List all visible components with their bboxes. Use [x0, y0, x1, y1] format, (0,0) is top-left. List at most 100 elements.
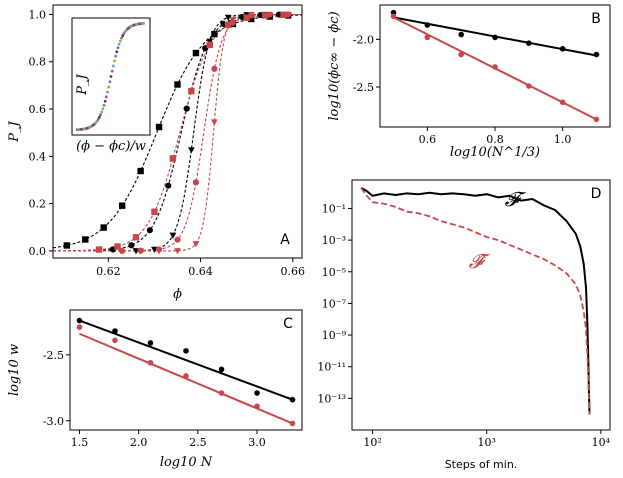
panel-letter-B: B — [591, 11, 601, 27]
point-a-2-3 — [187, 147, 195, 154]
point-B-0-2 — [458, 31, 464, 38]
point-B-1-3 — [492, 64, 498, 70]
inset-y-label: P_J — [75, 73, 90, 95]
inset-point-30 — [110, 69, 114, 73]
point-C-0-0 — [76, 317, 83, 324]
point-C-0-2 — [147, 340, 154, 346]
y-label-a: P_J — [7, 120, 22, 142]
point-C-1-0 — [76, 324, 83, 330]
panel-letter-a: A — [280, 232, 290, 248]
point-a-1-2 — [146, 227, 153, 234]
inset-point-37 — [118, 39, 122, 43]
ytick-label-D-2: 10⁻⁵ — [322, 266, 346, 279]
ytick-label-a-2: 0.4 — [29, 150, 47, 163]
inset-point-31 — [111, 64, 115, 68]
panel-a: 0.62 0.64 0.66 0.0 0.2 0.4 0.6 0.8 1.0 ϕ P_J A (ϕ − … — [7, 4, 306, 302]
ytick-label-C-0: -2.5 — [43, 349, 64, 362]
point-a-4-3 — [174, 236, 181, 243]
point-C-0-1 — [112, 328, 118, 334]
point-B-0-6 — [593, 51, 600, 58]
inset-point-34 — [115, 50, 119, 54]
point-B-1-2 — [458, 51, 464, 58]
point-a-3-5 — [188, 87, 195, 95]
inset-x-label: (ϕ − ϕc)/w — [76, 139, 146, 154]
point-a-0-1 — [82, 236, 89, 243]
inset-point-35 — [116, 46, 120, 50]
xtick-label-C-1: 2.0 — [130, 436, 148, 449]
inset-point-26 — [106, 90, 109, 94]
point-a-0-4 — [137, 167, 144, 175]
point-a-3-10 — [280, 11, 287, 18]
point-a-2-2 — [169, 232, 177, 239]
point-a-3-7 — [225, 21, 232, 28]
ytick-label-D-0: 10⁻¹ — [322, 202, 346, 215]
point-a-3-0 — [95, 246, 103, 253]
point-B-0-1 — [424, 22, 431, 28]
ytick-label-D-1: 10⁻³ — [322, 234, 346, 247]
point-C-0-6 — [289, 396, 296, 403]
point-C-1-4 — [218, 390, 225, 396]
ytick-label-C-1: -3.0 — [43, 415, 64, 428]
inset-point-25 — [104, 95, 108, 99]
inset-point-32 — [113, 59, 116, 63]
panel-d: 10² 10³ 10⁴ 10⁻¹ 10⁻³ 10⁻⁵ 10⁻⁷ 10⁻⁹ 10⁻¹¹ 10⁻¹³ S… — [317, 179, 611, 471]
point-a-3-4 — [169, 155, 177, 162]
point-a-5-3 — [192, 241, 200, 248]
point-B-1-1 — [424, 34, 431, 41]
panel-b: 0.6 0.8 1.0 -2.0 -2.5 log10(N^1/3) log10(ϕc∞ −… — [327, 4, 611, 160]
xtick-label-D-0: 10² — [363, 436, 381, 449]
point-a-5-0 — [137, 248, 145, 255]
x-label-C: log10 N — [160, 455, 213, 470]
ytick-label-B-0: -2.0 — [353, 33, 374, 46]
ytick-label-a-3: 0.6 — [29, 103, 47, 116]
point-a-3-2 — [132, 234, 140, 241]
point-C-1-1 — [112, 337, 118, 344]
y-label-B: log10(ϕc∞ − ϕc) — [327, 11, 342, 120]
point-a-5-5 — [229, 16, 237, 24]
point-C-1-3 — [183, 373, 189, 379]
ytick-label-D-4: 10⁻⁹ — [322, 329, 347, 342]
ytick-label-a-1: 0.2 — [29, 198, 47, 211]
point-a-2-1 — [151, 246, 158, 253]
ytick-label-D-5: 10⁻¹¹ — [317, 361, 346, 374]
point-B-1-0 — [390, 13, 397, 20]
ytick-label-a-0: 0.0 — [29, 245, 47, 258]
point-a-1-1 — [128, 242, 135, 249]
curve-f-hat — [360, 187, 591, 415]
point-C-0-5 — [254, 390, 260, 396]
point-a-0-8 — [211, 30, 218, 38]
inset-point-38 — [120, 36, 123, 40]
inset-point-27 — [107, 85, 111, 89]
plot-frame-a — [52, 4, 303, 259]
point-a-3-8 — [243, 14, 250, 21]
point-B-0-3 — [492, 34, 498, 41]
point-C-1-6 — [289, 420, 296, 427]
point-a-3-9 — [261, 12, 269, 19]
xtick-label-a-0: 0.62 — [96, 265, 121, 278]
point-B-1-6 — [593, 116, 600, 123]
xtick-label-a-2: 0.66 — [281, 265, 306, 278]
inset-point-24 — [103, 99, 107, 103]
xtick-label-B-0: 0.6 — [419, 133, 437, 146]
point-C-0-3 — [183, 348, 189, 354]
point-a-3-3 — [151, 208, 158, 215]
point-B-1-5 — [559, 99, 566, 106]
ytick-label-D-3: 10⁻⁷ — [322, 297, 347, 310]
point-a-5-1 — [155, 248, 163, 255]
inset-point-23 — [102, 103, 106, 107]
panel-letter-C: C — [283, 316, 293, 332]
ytick-label-D-6: 10⁻¹³ — [317, 392, 346, 405]
curve-f — [360, 187, 591, 415]
x-label-D: Steps of min. — [445, 458, 518, 471]
fit-line-C-0 — [79, 319, 293, 401]
point-a-0-0 — [63, 242, 71, 249]
point-a-1-3 — [165, 182, 172, 189]
x-label-B: log10(N^1/3) — [450, 145, 540, 160]
ytick-label-B-1: -2.5 — [353, 81, 374, 94]
inset-point-20 — [99, 113, 102, 117]
plot-frame-C — [69, 309, 303, 431]
point-B-0-4 — [526, 40, 532, 46]
panel-letter-D: D — [591, 186, 602, 202]
point-a-0-2 — [100, 224, 107, 231]
